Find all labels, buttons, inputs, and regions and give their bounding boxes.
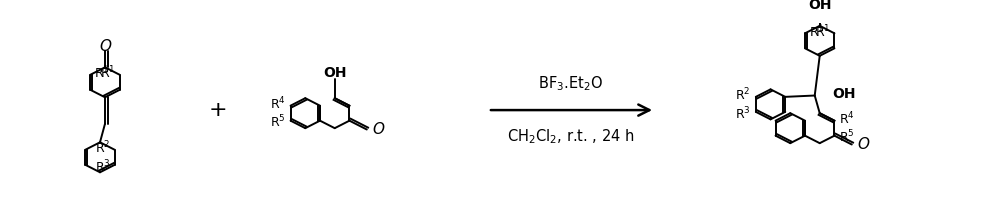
Text: R$^5$: R$^5$ — [839, 129, 855, 146]
Text: R$^1$: R$^1$ — [94, 65, 110, 81]
Text: R$^3$: R$^3$ — [735, 105, 751, 122]
Text: R$^2$: R$^2$ — [95, 140, 111, 156]
Text: R$^2$: R$^2$ — [735, 87, 751, 103]
Text: R$^1$: R$^1$ — [100, 65, 116, 81]
Text: R$^4$: R$^4$ — [839, 111, 855, 127]
Text: R$^1$: R$^1$ — [815, 23, 830, 40]
Text: R$^3$: R$^3$ — [95, 158, 111, 175]
Text: OH: OH — [833, 87, 856, 101]
Text: CH$_2$Cl$_2$, r.t. , 24 h: CH$_2$Cl$_2$, r.t. , 24 h — [507, 127, 635, 146]
Text: R$^1$: R$^1$ — [809, 23, 825, 40]
Text: BF$_3$.Et$_2$O: BF$_3$.Et$_2$O — [538, 74, 604, 93]
Text: O: O — [858, 137, 870, 152]
Text: +: + — [209, 100, 227, 120]
Text: R$^5$: R$^5$ — [270, 114, 286, 131]
Text: OH: OH — [808, 0, 831, 12]
Text: O: O — [373, 122, 385, 137]
Text: O: O — [99, 39, 111, 54]
Text: R$^4$: R$^4$ — [270, 96, 286, 112]
Text: OH: OH — [323, 66, 346, 80]
